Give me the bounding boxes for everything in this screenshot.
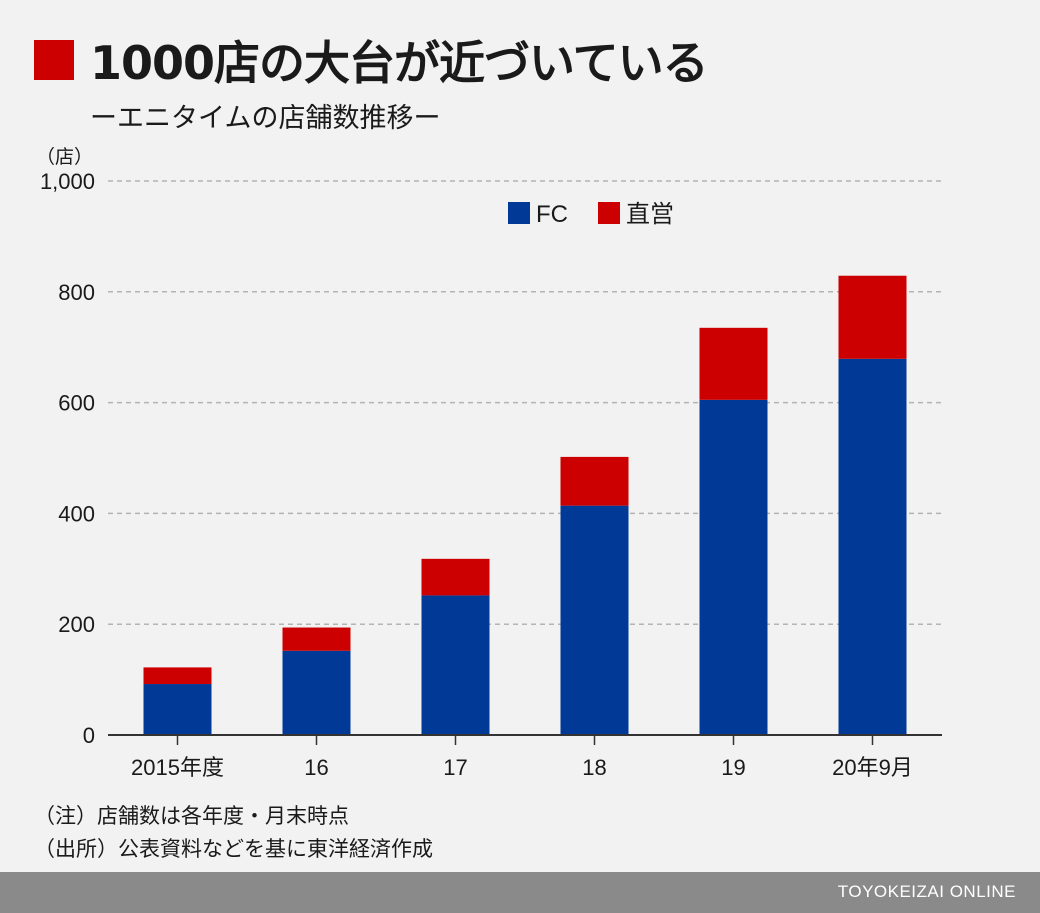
x-tick-label: 20年9月 bbox=[832, 755, 913, 780]
x-tick-label: 18 bbox=[582, 755, 606, 780]
chart-subtitle: ーエニタイムの店舗数推移ー bbox=[90, 103, 441, 134]
y-tick-label: 0 bbox=[83, 723, 95, 748]
bar-segment-fc bbox=[282, 650, 351, 735]
y-tick-label: 600 bbox=[58, 391, 95, 416]
bar-segment-direct bbox=[699, 327, 768, 400]
chart-title: 1000店の大台が近づいている bbox=[34, 30, 709, 90]
x-tick-label: 17 bbox=[443, 755, 467, 780]
bar-segment-fc bbox=[838, 358, 907, 735]
note-line: （注）店舗数は各年度・月末時点 bbox=[34, 804, 349, 828]
x-tick-label: 19 bbox=[721, 755, 745, 780]
stacked-bar-chart: 0 200 400 600 800 1,000 2015年度 16 17 18 19 20年9月 FC 直… bbox=[40, 169, 942, 780]
bar-segment-direct bbox=[143, 667, 212, 685]
title-text: 1000店の大台が近づいている bbox=[90, 36, 709, 90]
bar-segment-fc bbox=[699, 399, 768, 735]
legend-label: FC bbox=[536, 201, 568, 228]
legend-swatch bbox=[508, 202, 530, 224]
bar-segment-direct bbox=[282, 627, 351, 651]
bar-segment-fc bbox=[421, 595, 490, 735]
y-axis-unit-label: （店） bbox=[36, 146, 94, 168]
bar-segment-direct bbox=[838, 275, 907, 359]
x-tick-label: 2015年度 bbox=[131, 755, 224, 780]
y-tick-label: 800 bbox=[58, 280, 95, 305]
bar-segment-fc bbox=[560, 505, 629, 735]
bar-segment-fc bbox=[143, 684, 212, 735]
y-tick-label: 200 bbox=[58, 612, 95, 637]
legend-label: 直営 bbox=[626, 201, 674, 228]
legend-swatch bbox=[598, 202, 620, 224]
y-tick-label: 400 bbox=[58, 501, 95, 526]
bar-segment-direct bbox=[560, 456, 629, 506]
source-line: （出所）公表資料などを基に東洋経済作成 bbox=[34, 837, 433, 861]
bar-segment-direct bbox=[421, 558, 490, 596]
title-marker-square bbox=[34, 40, 74, 80]
footer-bar: TOYOKEIZAI ONLINE bbox=[0, 872, 1040, 913]
x-tick-label: 16 bbox=[304, 755, 328, 780]
y-tick-label: 1,000 bbox=[40, 169, 95, 194]
brand-label: TOYOKEIZAI ONLINE bbox=[837, 882, 1016, 901]
notes: （注）店舗数は各年度・月末時点 （出所）公表資料などを基に東洋経済作成 bbox=[34, 800, 433, 866]
